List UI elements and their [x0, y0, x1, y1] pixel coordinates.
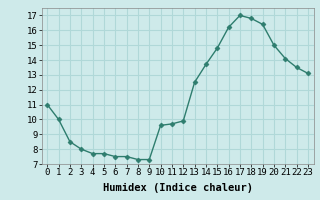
X-axis label: Humidex (Indice chaleur): Humidex (Indice chaleur) — [103, 183, 252, 193]
